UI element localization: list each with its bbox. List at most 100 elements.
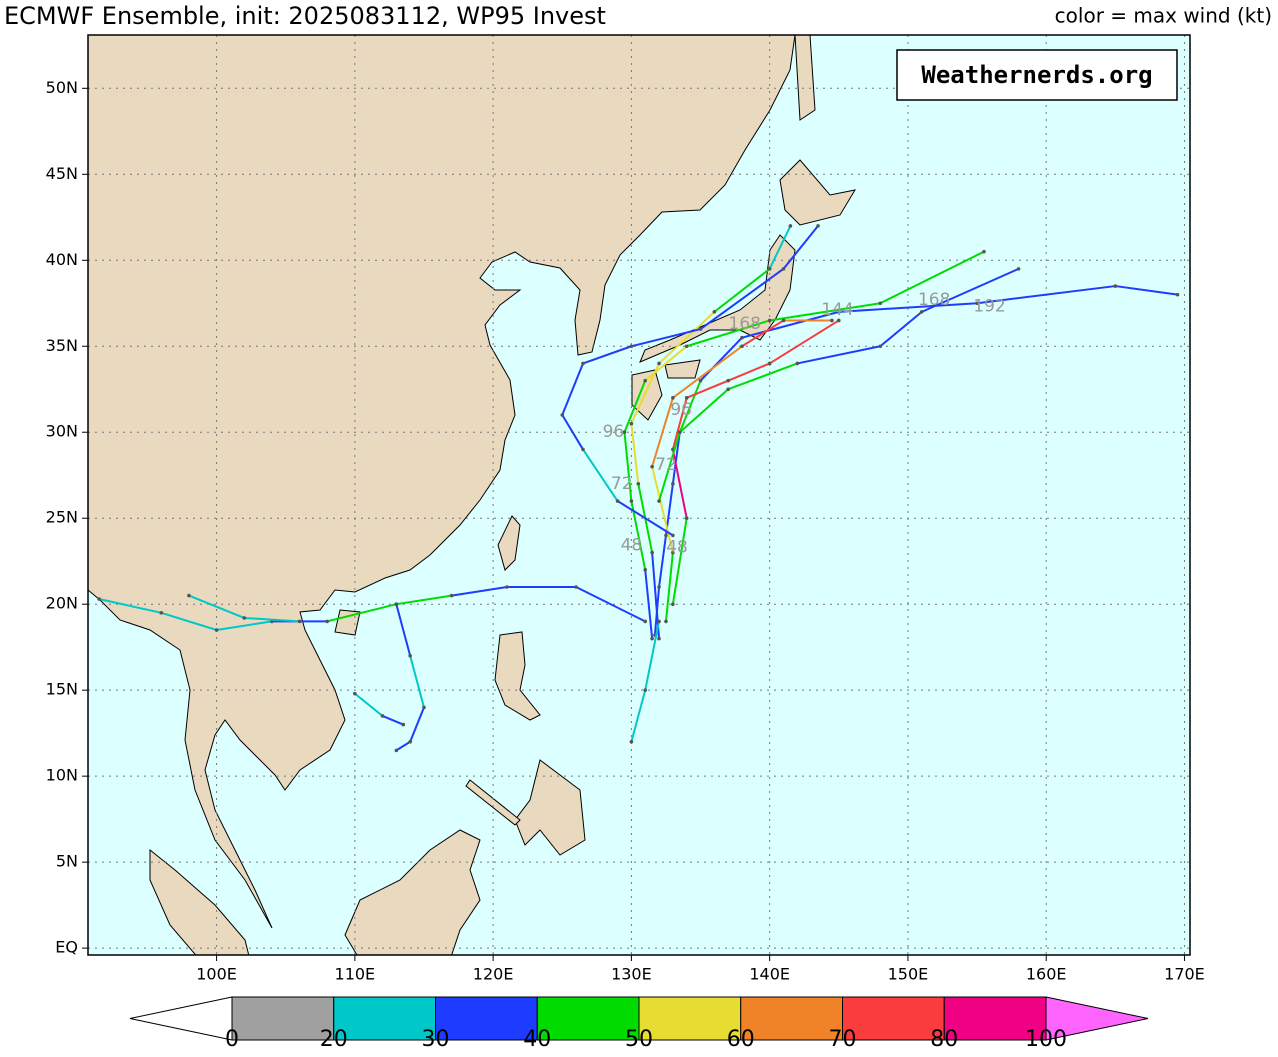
track-point (781, 318, 786, 323)
track-segment (651, 396, 674, 468)
lon-label: 100E (196, 965, 237, 984)
lat-label: 10N (46, 766, 78, 785)
track-point (629, 344, 634, 349)
track-segment (582, 345, 633, 365)
track-segment (630, 689, 647, 743)
track-point (408, 739, 412, 744)
lat-label: 35N (46, 336, 78, 355)
track-point (671, 602, 675, 606)
track-segment (658, 534, 667, 588)
track-point (684, 396, 689, 400)
track-segment (644, 620, 661, 692)
track-segment (450, 586, 508, 597)
track-segment (395, 740, 412, 752)
hour-label: 168 (729, 314, 761, 334)
track-point (767, 361, 772, 366)
hour-label: 72 (611, 474, 633, 494)
lon-label: 150E (888, 965, 929, 984)
track-segment (409, 706, 425, 743)
track-segment (879, 250, 985, 305)
track-point (1113, 284, 1118, 288)
track-segment (671, 517, 688, 606)
track-segment (879, 310, 923, 348)
lon-label: 110E (335, 965, 376, 984)
track-segment (976, 285, 1117, 305)
track-point (636, 482, 641, 486)
legend-note: color = max wind (kt) (1055, 4, 1272, 28)
track-segment (326, 603, 398, 623)
lat-label: 5N (56, 852, 78, 871)
hour-label: 144 (821, 300, 853, 320)
lon-label: 120E (473, 965, 514, 984)
track-point (684, 344, 689, 349)
colorbar-label: 100 (1025, 1027, 1067, 1052)
track-segment (837, 302, 979, 313)
colorbar-label: 40 (523, 1027, 551, 1052)
track-point (242, 616, 247, 620)
track-segment (741, 310, 840, 339)
track-point (671, 482, 675, 486)
track-point (408, 653, 412, 658)
track-point (380, 714, 385, 718)
track-point (657, 636, 661, 641)
colorbar-label: 20 (320, 1027, 348, 1052)
colorbar-bin (740, 996, 843, 1041)
track-point (581, 361, 585, 366)
track-point (836, 310, 841, 314)
track-point (919, 310, 924, 314)
track-point (698, 327, 703, 331)
track-point (422, 705, 426, 710)
track-segment (160, 611, 218, 631)
track-point (629, 421, 634, 426)
track-point (650, 636, 654, 641)
track-segment (796, 345, 882, 365)
track-segment (699, 336, 744, 382)
track-segment (671, 396, 688, 451)
track-point (684, 516, 689, 521)
lat-label: 25N (46, 508, 78, 527)
hour-label: 168 (918, 290, 950, 310)
colorbar-label: 60 (727, 1027, 755, 1052)
lat-label: 45N (46, 164, 78, 183)
track-point (615, 499, 620, 503)
track-point (677, 430, 682, 435)
track-point (657, 361, 661, 366)
track-point (353, 691, 357, 696)
track-segment (243, 616, 301, 623)
track-point (740, 335, 744, 340)
hour-label: 192 (973, 297, 1005, 317)
track-segment (768, 302, 882, 322)
track-point (643, 378, 648, 383)
track-segment (561, 362, 585, 417)
track-segment (768, 224, 792, 270)
track-point (297, 619, 302, 624)
track-segment (582, 448, 619, 503)
land (88, 35, 857, 955)
watermark-box (896, 49, 1178, 101)
track-point (878, 344, 883, 349)
lat-label: 20N (46, 594, 78, 613)
track-point (767, 318, 772, 323)
track-point (505, 585, 509, 589)
track-segment (395, 603, 412, 657)
track-segment (644, 568, 654, 640)
colorbar-label: 80 (930, 1027, 958, 1052)
colorbar-bin (231, 996, 335, 1041)
map-frame (87, 34, 1191, 956)
track-point (629, 499, 634, 503)
lat-label: 50N (46, 78, 78, 97)
track-point (560, 413, 565, 417)
track-point (671, 396, 675, 400)
colorbar-under (129, 996, 233, 1041)
hour-label: 48 (666, 537, 688, 557)
track-point (712, 310, 717, 314)
track-segment (671, 448, 688, 520)
track-segment (630, 500, 647, 571)
track-segment (782, 224, 820, 270)
track-point (781, 267, 786, 271)
track-point (1175, 292, 1180, 297)
track-point (657, 619, 661, 624)
track-point (325, 619, 330, 624)
track-point (698, 378, 703, 383)
track-segment (727, 362, 799, 391)
